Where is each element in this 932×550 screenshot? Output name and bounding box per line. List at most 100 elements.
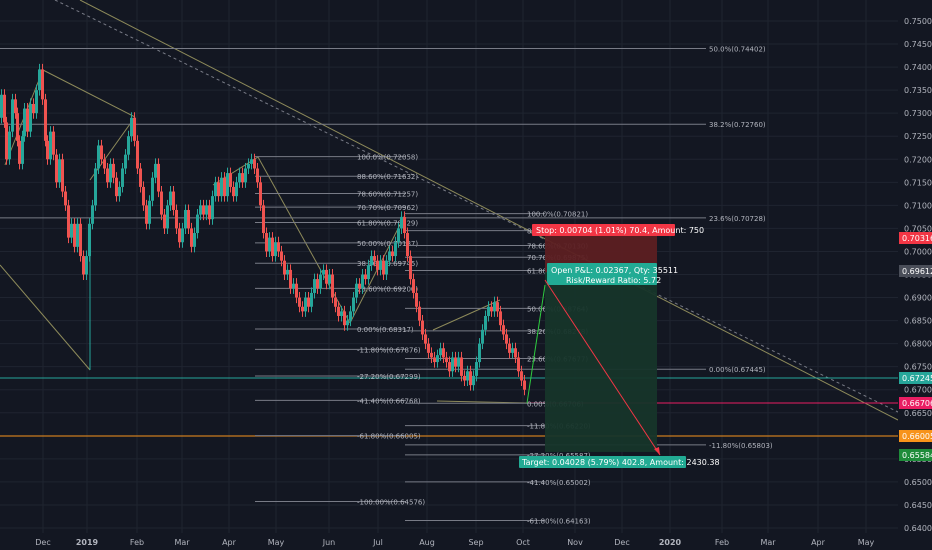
candle-body [115,177,118,197]
candle-body [394,242,397,257]
candle-body [319,274,322,289]
fib-level-label: -100.00%(0.64576) [357,498,425,506]
candle-body [403,216,406,234]
candle-body [214,182,217,197]
time-tick-label: Apr [222,538,237,547]
candle-body [457,357,460,367]
fib-level-label: 70.70%(0.70962) [357,204,418,212]
candle-body [208,205,211,220]
candle-body [277,242,280,252]
candle-body [451,357,454,372]
candle-body [169,191,172,206]
candle-body [73,223,76,247]
candle-body [32,103,35,114]
time-axis[interactable]: Dec 2019 Feb Mar Apr May Jun Jul Aug Sep Oct Nov Dec… [0,533,932,550]
pnl-label-line2: Risk/Reward Ratio: 5.72 [566,276,661,285]
candle-body [307,297,310,307]
candle-body [139,168,142,187]
candle-body [46,140,49,160]
candle-body [289,269,292,289]
candle-body [391,251,394,257]
price-badge-label: 0.67245 [902,374,932,383]
candle-body [91,205,94,224]
candle-body [487,306,490,316]
candle-body [52,131,55,155]
price-badge-label: 0.66706 [902,399,932,408]
time-tick-label: 2020 [659,538,682,547]
candle-body [85,256,88,275]
price-tick-label: 0.64000 [904,524,932,533]
candle-body [232,186,235,197]
price-badge [899,265,932,277]
candle-body [256,168,259,183]
candle-body [397,228,400,243]
candle-body [313,279,316,293]
candle-body [151,177,154,201]
candle-body [322,269,325,275]
candle-body [340,311,343,316]
candle-body [38,69,41,91]
candle-body [424,334,427,344]
candle-body [343,311,346,326]
price-badge [899,397,932,409]
candle-body [454,357,457,367]
candle-body [352,297,355,312]
candle-body [178,228,181,243]
candle-body [346,320,349,326]
pnl-label-line1: Open P&L: 0.02367, Qty: 35511 [551,266,678,275]
candle-body [415,292,418,307]
candle-body [337,306,340,316]
time-axis-background [0,533,932,550]
candle-body [124,154,127,169]
candle-body [199,205,202,215]
time-tick-label: Dec [614,538,629,547]
projection-arrowhead [654,447,660,455]
fib-level-label: -61.80%(0.64163) [527,517,591,525]
candle-body [439,348,442,356]
fib-level-label: 88.60%(0.71632) [357,173,418,181]
time-tick-label: May [268,538,285,547]
candle-body [349,311,352,321]
candle-body [187,209,190,229]
candle-body [310,292,313,307]
candle-body [379,260,382,270]
candle-body [325,269,328,284]
time-tick-label: Sep [468,538,483,547]
candle-body [64,191,67,206]
candle-body [364,274,367,280]
candle-body [382,260,385,275]
price-badge-label: 0.65584 [902,451,932,460]
candle-body [253,159,256,169]
candle-body [331,274,334,298]
fib-level-label: 78.60%(0.71257) [357,191,418,199]
candle-body [160,191,163,215]
candle-body [250,159,253,164]
candle-body [514,348,517,358]
candle-body [145,205,148,224]
fib-level-label: 0.00%(0.67445) [709,366,766,374]
trendline-left [0,264,91,371]
stop-label-box [532,224,675,236]
candle-body [499,311,502,326]
candle-body [442,348,445,358]
time-tick-label: Mar [174,538,190,547]
time-tick-label: Aug [419,538,435,547]
candle-body [35,90,38,114]
candle-body [148,200,151,224]
fib-level-label: 38.2%(0.72760) [709,121,766,129]
candle-body [130,117,133,137]
candle-body [445,357,448,363]
candle-body [286,269,289,275]
candle-body [157,163,160,192]
candle-body [361,274,364,289]
price-badge-label: 0.69612 [902,267,932,276]
candle-body [460,357,463,376]
candle-body [11,99,14,132]
candle-body [406,233,409,257]
